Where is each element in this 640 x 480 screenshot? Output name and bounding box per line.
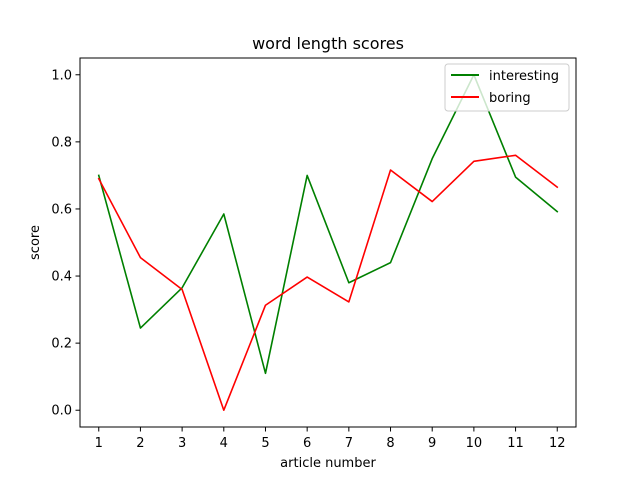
x-axis-label: article number	[280, 456, 376, 471]
x-tick-label: 5	[261, 436, 269, 451]
x-tick-label: 2	[136, 436, 144, 451]
plot-frame	[79, 57, 577, 428]
legend-label-interesting: interesting	[489, 69, 559, 84]
x-tick-label: 3	[178, 436, 186, 451]
x-tick-label: 1	[95, 436, 103, 451]
y-tick-label: 0.2	[51, 337, 72, 352]
x-tick-label: 11	[507, 436, 524, 451]
x-tick-label: 12	[549, 436, 566, 451]
series-line-boring	[97, 154, 559, 412]
y-axis-label: score	[28, 225, 43, 260]
x-tick-label: 6	[303, 436, 311, 451]
x-tick-label: 9	[428, 436, 436, 451]
x-tick-label: 7	[345, 436, 353, 451]
chart-title: word length scores	[252, 34, 404, 53]
y-tick-label: 0.6	[51, 202, 72, 217]
x-tick-label: 8	[386, 436, 394, 451]
x-tick-label: 10	[466, 436, 483, 451]
legend-label-boring: boring	[489, 91, 531, 106]
y-tick-label: 0.4	[51, 270, 72, 285]
y-tick-label: 0.8	[51, 135, 72, 150]
legend: interesting boring	[444, 63, 570, 112]
x-tick-label: 4	[220, 436, 228, 451]
y-tick-label: 0.0	[51, 404, 72, 419]
y-tick-label: 1.0	[51, 68, 72, 83]
